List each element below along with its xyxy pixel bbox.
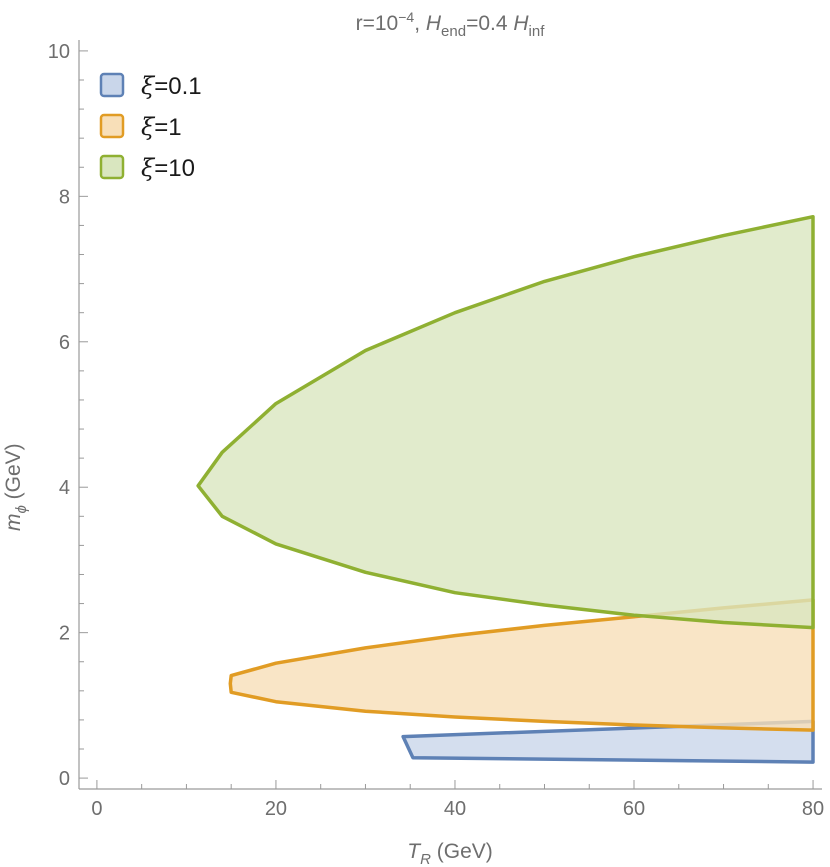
legend-swatch [99, 72, 125, 98]
legend: ξ=0.1 ξ=1 ξ=10 [99, 72, 202, 182]
legend-label: ξ=0.1 [141, 72, 202, 100]
plot-title: r=10−4, Hend=0.4 Hinf [356, 9, 546, 40]
region-xi-1 [228, 598, 815, 732]
x-tick-label: 0 [91, 798, 102, 820]
axes: 0 20 40 60 80 0 2 4 6 8 10 [48, 40, 824, 820]
y-axis-title: mϕ (GeV) [2, 443, 30, 531]
legend-item-xi-10: ξ=10 [99, 154, 195, 182]
x-axis-title: TR (GeV) [407, 840, 493, 867]
legend-item-xi-0-1: ξ=0.1 [99, 72, 202, 100]
legend-swatch [99, 113, 125, 139]
x-tick-label: 80 [802, 798, 824, 820]
legend-label: ξ=10 [141, 154, 195, 182]
y-tick-label: 0 [59, 768, 70, 790]
x-tick-label: 20 [265, 798, 287, 820]
region-xi-10 [196, 214, 815, 630]
y-tick-label: 10 [48, 41, 70, 63]
y-ticks: 0 2 4 6 8 10 [48, 41, 88, 790]
x-tick-label: 60 [623, 798, 645, 820]
legend-swatch [99, 154, 125, 180]
y-tick-label: 8 [59, 186, 70, 208]
legend-item-xi-1: ξ=1 [99, 113, 182, 141]
y-tick-label: 6 [59, 332, 70, 354]
y-tick-label: 2 [59, 623, 70, 645]
x-tick-label: 40 [444, 798, 466, 820]
x-ticks: 0 20 40 60 80 [91, 780, 824, 820]
chart-regions [196, 214, 815, 764]
y-tick-label: 4 [59, 477, 70, 499]
legend-label: ξ=1 [141, 113, 182, 141]
